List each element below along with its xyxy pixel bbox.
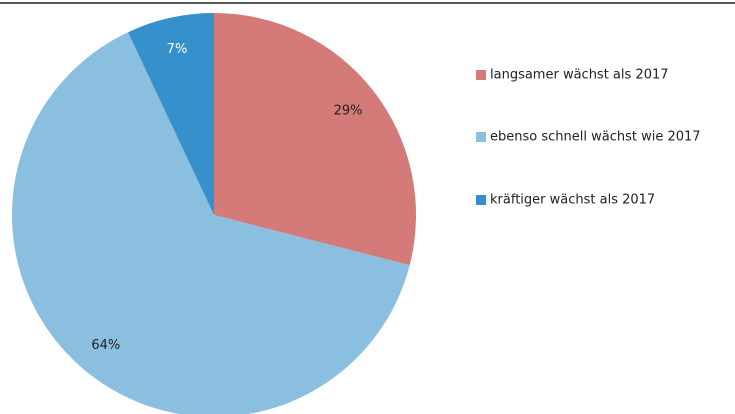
pie-slice — [127, 12, 214, 215]
data-label: 64% — [91, 338, 120, 353]
legend-swatch — [476, 70, 486, 80]
legend-label: ebenso schnell wächst wie 2017 — [490, 130, 701, 145]
legend-swatch — [476, 132, 486, 142]
pie-slice — [12, 32, 410, 414]
data-label: 7% — [167, 42, 188, 57]
legend-swatch — [476, 195, 486, 205]
data-label: 29% — [334, 104, 363, 119]
legend-label: langsamer wächst als 2017 — [490, 68, 669, 83]
legend-label: kräftiger wächst als 2017 — [490, 193, 655, 208]
pie-slice — [214, 13, 416, 266]
